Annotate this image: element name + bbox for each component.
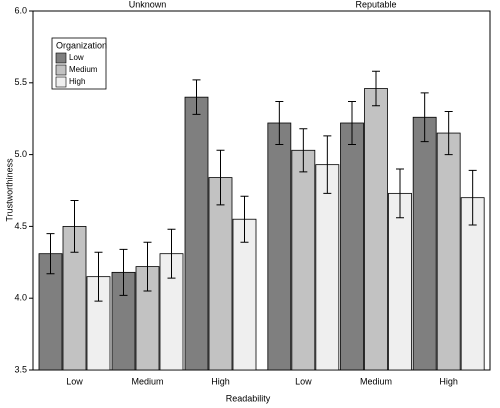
error-bar <box>372 70 380 107</box>
legend-swatch <box>55 52 67 64</box>
error-bar <box>70 200 79 253</box>
error-bar <box>94 251 103 302</box>
error-bar <box>420 92 429 143</box>
x-axis-label: Readability <box>226 393 271 403</box>
y-tick-label: 5.0 <box>14 149 27 159</box>
bar <box>267 122 292 371</box>
legend-swatch <box>55 76 67 88</box>
bar <box>340 122 364 371</box>
error-bar <box>46 233 55 275</box>
x-tick-label: Low <box>66 376 83 386</box>
bar <box>436 132 461 371</box>
error-bar <box>299 128 308 173</box>
x-tick-label: Medium <box>131 376 163 386</box>
x-tick-label: High <box>439 376 458 386</box>
y-tick-label: 6.0 <box>14 5 27 15</box>
error-bar <box>119 248 128 296</box>
legend-title: Organization <box>56 40 107 50</box>
error-bar <box>143 241 152 292</box>
error-bar <box>275 100 284 146</box>
legend-label: Low <box>69 53 84 62</box>
error-bar <box>468 169 477 226</box>
error-bar <box>396 168 404 219</box>
error-bar <box>348 100 356 146</box>
bar <box>291 149 316 371</box>
legend-label: High <box>69 77 85 86</box>
y-axis-label: Trustworthiness <box>4 158 14 222</box>
error-bar <box>240 195 249 243</box>
bar <box>315 164 340 371</box>
x-tick-label: Low <box>295 376 312 386</box>
error-bar <box>216 149 225 206</box>
plot-frame <box>32 10 491 371</box>
bar <box>364 88 388 371</box>
y-tick-label: 5.5 <box>14 77 27 87</box>
bar <box>208 177 233 371</box>
panel-title: Reputable <box>355 0 396 9</box>
y-tick-label: 3.5 <box>14 364 27 374</box>
y-tick-label: 4.0 <box>14 293 27 303</box>
bar <box>184 96 209 371</box>
error-bar <box>192 79 201 115</box>
bar <box>388 192 412 371</box>
error-bar <box>167 228 176 279</box>
bar <box>412 116 437 371</box>
legend-swatch <box>55 64 67 76</box>
y-tick-label: 4.5 <box>14 221 27 231</box>
panel-title: Unknown <box>129 0 167 9</box>
x-tick-label: High <box>211 376 230 386</box>
error-bar <box>444 111 453 156</box>
error-bar <box>323 135 332 194</box>
x-tick-label: Medium <box>360 376 392 386</box>
legend-label: Medium <box>69 65 98 74</box>
